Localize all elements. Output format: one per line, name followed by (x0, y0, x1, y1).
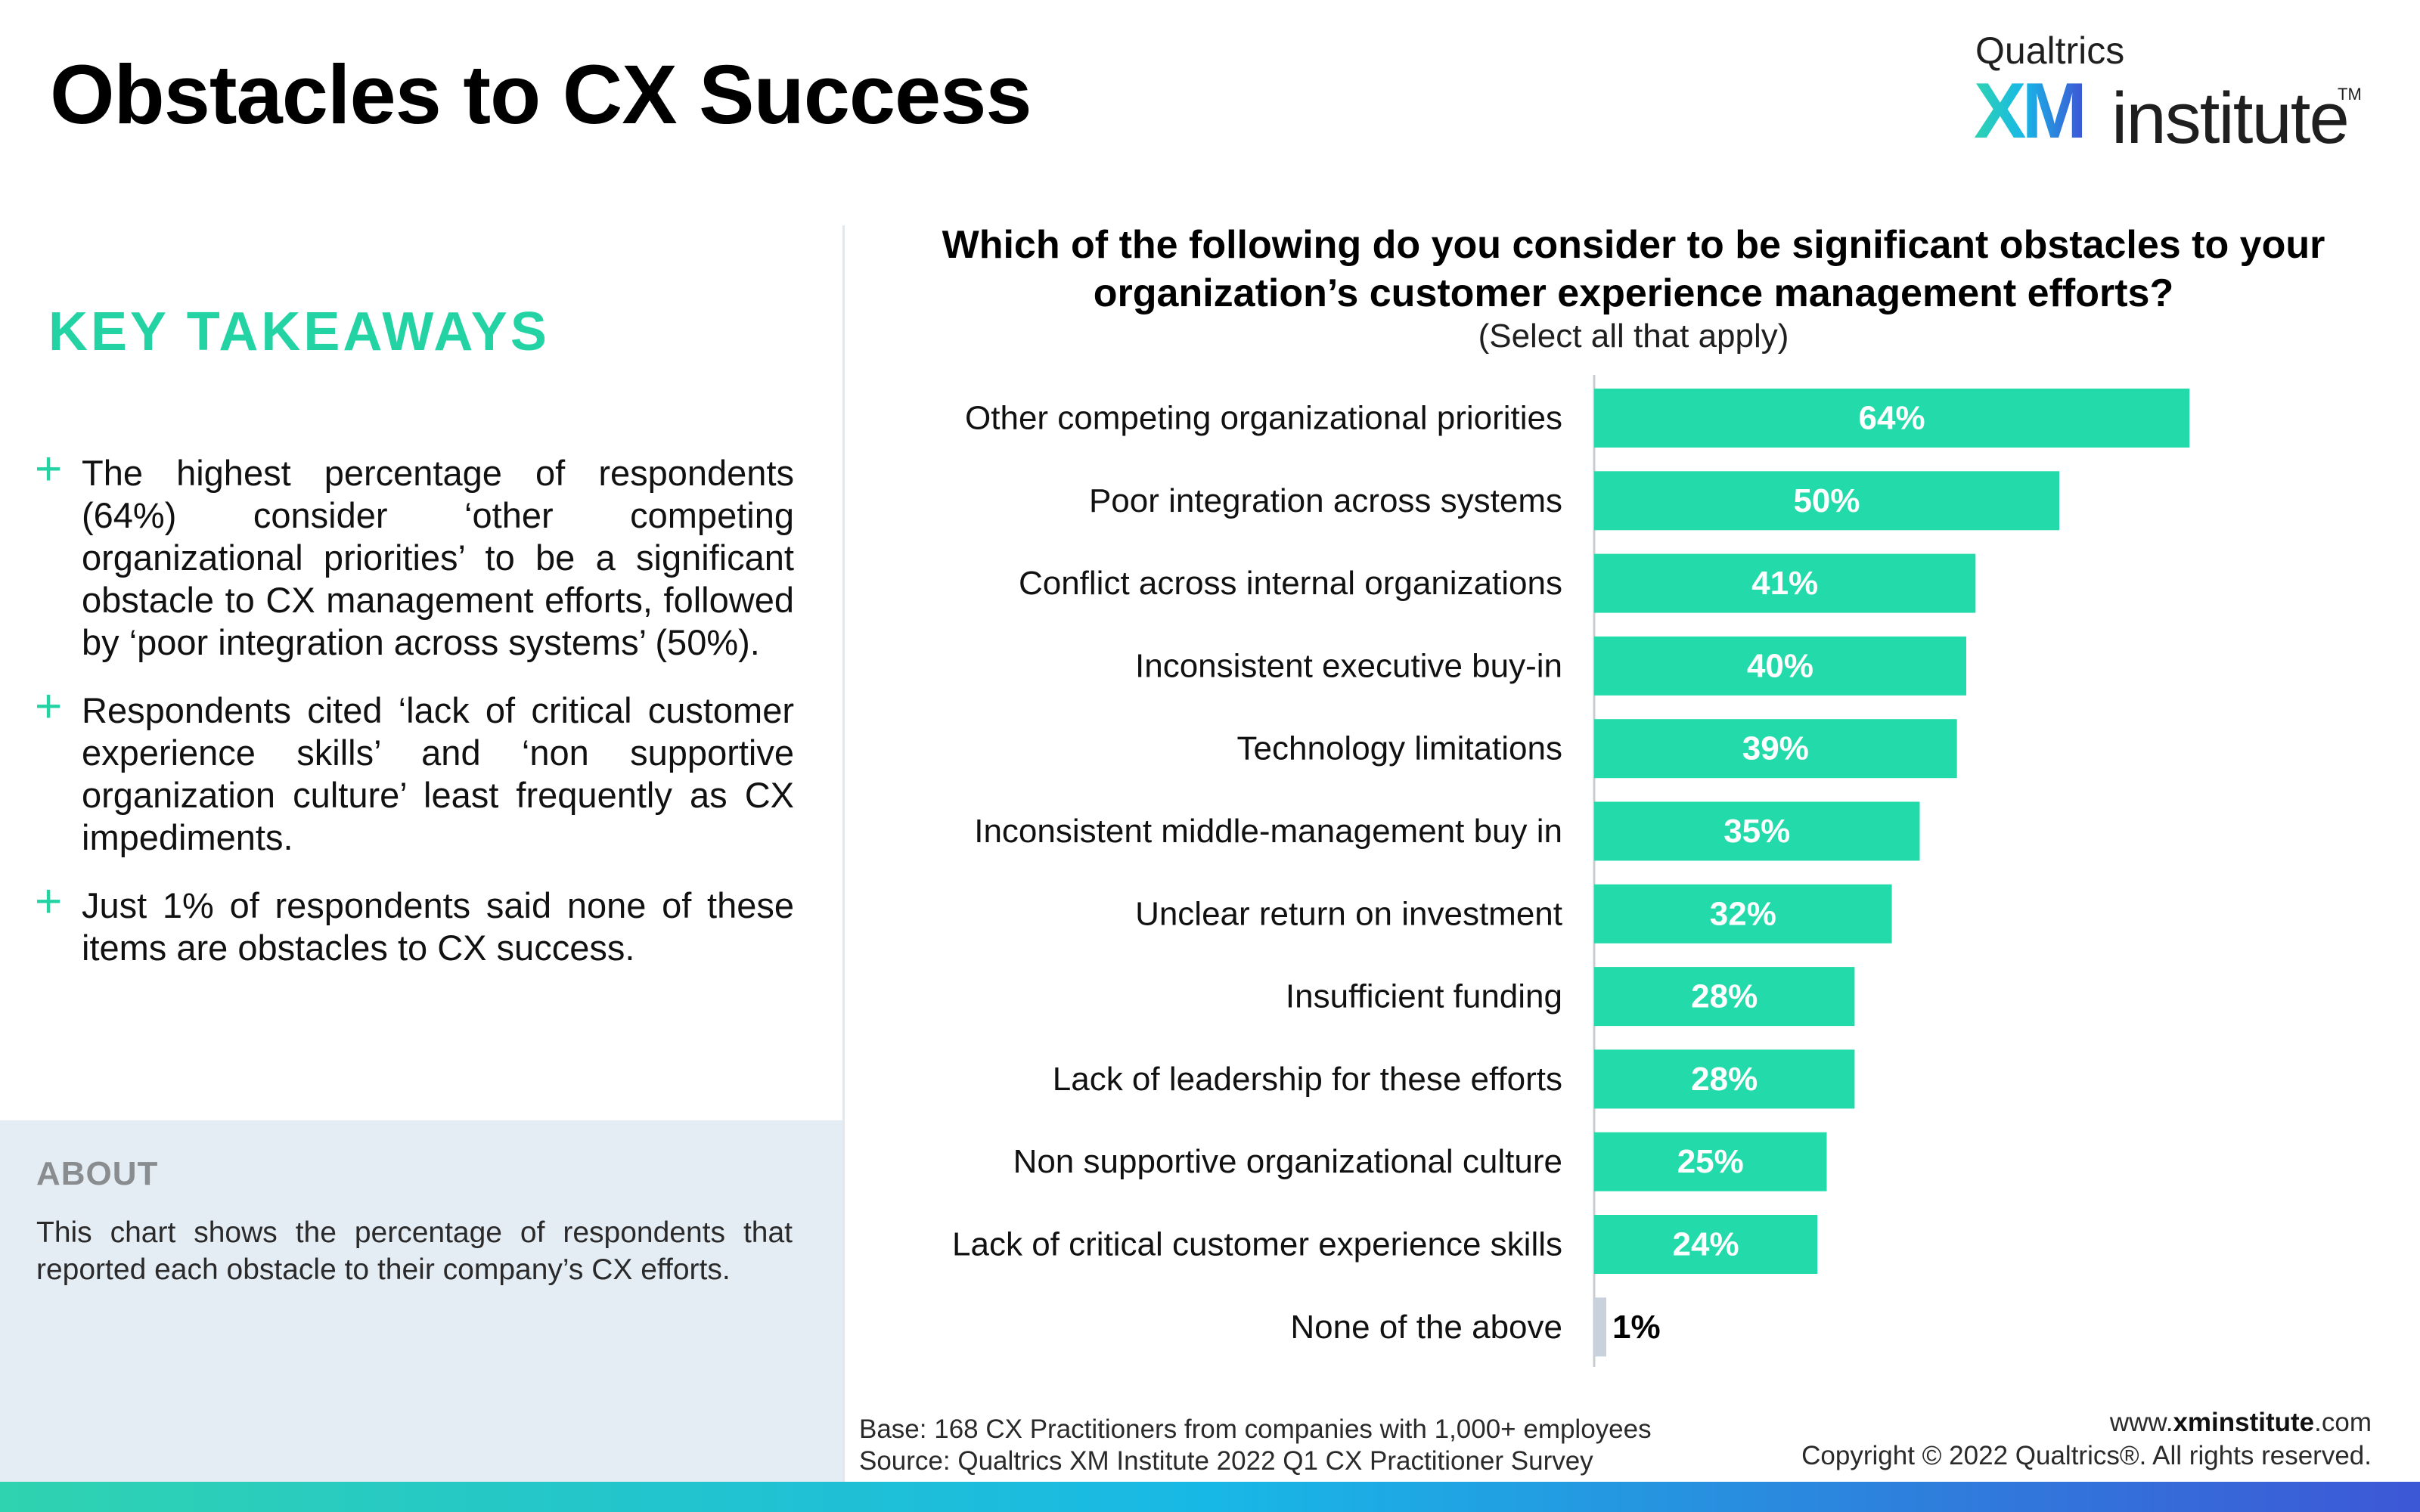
bar (1594, 719, 1957, 779)
logo-xm-mark: XM (1974, 67, 2087, 155)
xm-institute-logo: Qualtrics XM institute TM (1939, 29, 2363, 159)
footnotes: Base: 168 CX Practitioners from companie… (859, 1414, 1652, 1477)
plus-icon: + (35, 875, 63, 928)
bar-value-label: 35% (1723, 813, 1790, 850)
bar-value-label: 40% (1747, 647, 1813, 684)
bar-value-label: 39% (1742, 730, 1809, 767)
category-label: Lack of critical customer experience ski… (952, 1226, 1562, 1263)
bar (1594, 636, 1966, 696)
bar (1594, 801, 1920, 861)
takeaway-text: Just 1% of respondents said none of thes… (82, 885, 794, 968)
website-link[interactable]: www.xminstitute.com (2109, 1408, 2372, 1437)
source-note: Source: Qualtrics XM Institute 2022 Q1 C… (859, 1446, 1593, 1476)
key-takeaways-heading: KEY TAKEAWAYS (48, 302, 550, 362)
plus-icon: + (35, 443, 63, 495)
category-label: Technology limitations (1237, 730, 1562, 767)
category-label: Unclear return on investment (1135, 895, 1562, 932)
bar-value-label: 1% (1612, 1309, 1661, 1346)
bar (1594, 389, 2190, 448)
takeaway-item: + The highest percentage of respondents … (33, 446, 794, 664)
credits: www.xminstitute.com Copyright © 2022 Qua… (1801, 1406, 2372, 1473)
category-label: Inconsistent executive buy-in (1135, 647, 1562, 684)
about-panel (0, 1120, 843, 1482)
vertical-divider (842, 225, 845, 1482)
brand-gradient-bar (0, 1482, 2420, 1512)
category-label: Inconsistent middle-management buy in (974, 813, 1562, 850)
bar (1594, 884, 1892, 943)
copyright-text: Copyright © 2022 Qualtrics®. All rights … (1801, 1441, 2372, 1470)
bar (1594, 1297, 1606, 1357)
takeaway-text: Respondents cited ‘lack of critical cust… (82, 690, 794, 857)
category-label: Other competing organizational prioritie… (965, 400, 1562, 437)
bar (1594, 553, 1976, 613)
chart-subtitle: (Select all that apply) (1478, 318, 1789, 355)
bar-value-label: 64% (1859, 400, 1925, 437)
plus-icon: + (35, 680, 63, 733)
bar (1594, 1215, 1818, 1274)
bar (1594, 1132, 1827, 1191)
takeaway-item: + Respondents cited ‘lack of critical cu… (33, 683, 794, 859)
bar (1594, 967, 1855, 1027)
bar-value-label: 24% (1673, 1226, 1739, 1263)
bar-value-label: 41% (1751, 565, 1818, 602)
bar-value-label: 28% (1691, 978, 1758, 1015)
category-label: Poor integration across systems (1089, 482, 1562, 519)
base-note: Base: 168 CX Practitioners from companie… (859, 1414, 1652, 1444)
takeaways-list: + The highest percentage of respondents … (33, 446, 794, 995)
takeaway-text: The highest percentage of respondents (6… (82, 453, 794, 662)
bar (1594, 471, 2059, 531)
bar-value-label: 50% (1793, 482, 1860, 519)
logo-trademark: TM (2338, 85, 2362, 104)
category-label: Non supportive organizational culture (1013, 1143, 1562, 1180)
takeaway-item: + Just 1% of respondents said none of th… (33, 878, 794, 969)
chart-title: Which of the following do you consider t… (942, 223, 2325, 315)
category-label: Conflict across internal organizations (1019, 565, 1562, 602)
category-label: Lack of leadership for these efforts (1053, 1061, 1562, 1098)
bar-value-label: 25% (1677, 1143, 1744, 1180)
category-label: Insufficient funding (1286, 978, 1562, 1015)
bar-value-label: 32% (1710, 895, 1776, 932)
logo-institute-text: institute (2111, 78, 2350, 159)
bar (1594, 1049, 1855, 1109)
bar-value-label: 28% (1691, 1061, 1758, 1098)
about-heading: ABOUT (36, 1155, 159, 1192)
logo-qualtrics-text: Qualtrics (1975, 29, 2125, 72)
category-label: None of the above (1290, 1309, 1562, 1346)
page-title: Obstacles to CX Success (50, 48, 1032, 141)
about-text: This chart shows the percentage of respo… (36, 1216, 793, 1286)
